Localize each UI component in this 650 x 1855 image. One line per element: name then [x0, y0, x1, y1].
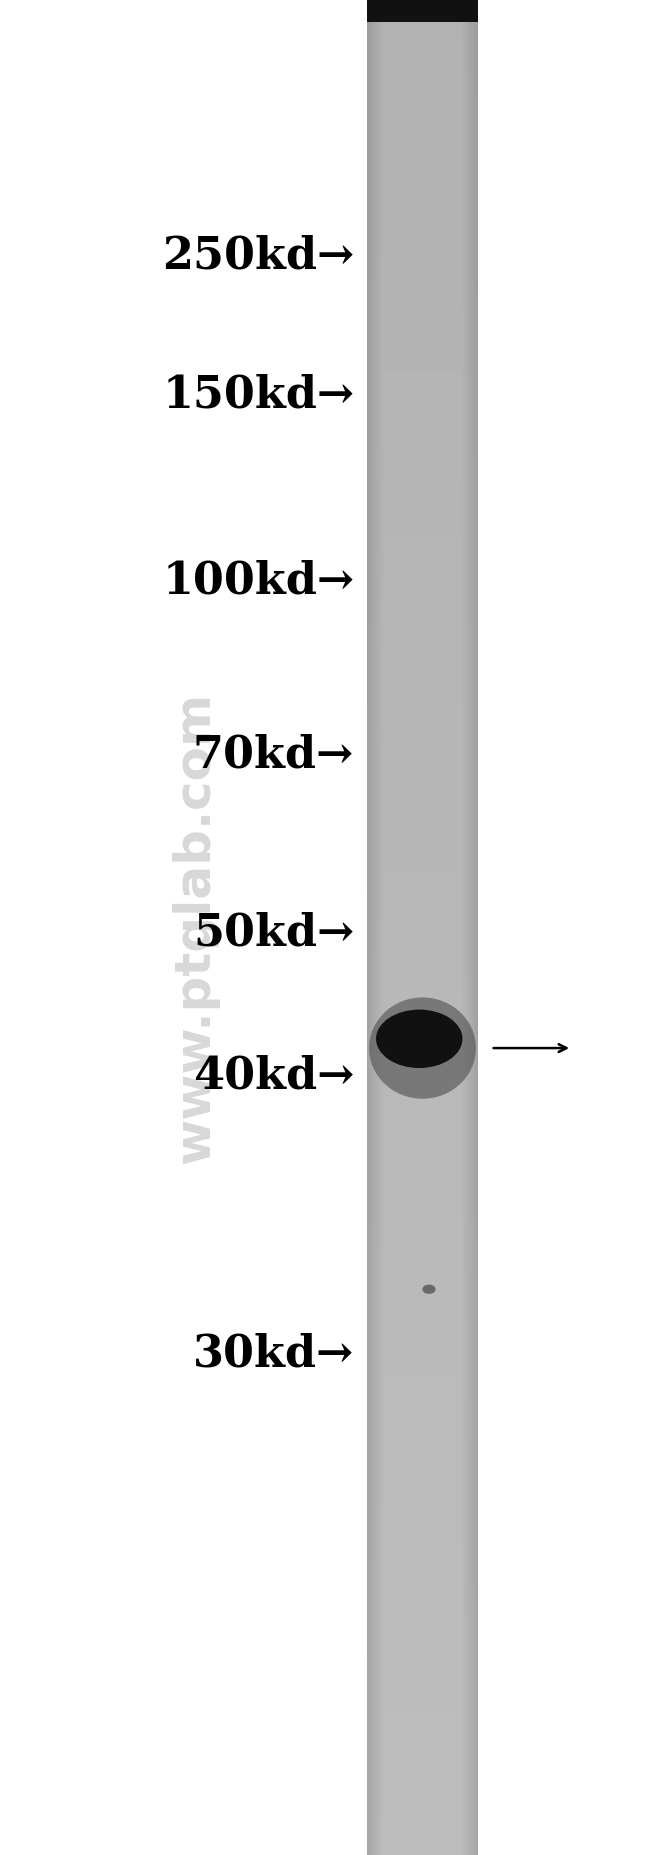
Text: 30kd→: 30kd→ [193, 1332, 354, 1376]
Bar [367, 0, 478, 22]
Text: www.ptglab.com: www.ptglab.com [171, 692, 219, 1163]
Ellipse shape [422, 1284, 436, 1295]
Ellipse shape [376, 1009, 462, 1068]
Text: 50kd→: 50kd→ [193, 911, 354, 955]
Text: 70kd→: 70kd→ [193, 733, 354, 777]
Text: 40kd→: 40kd→ [193, 1054, 354, 1098]
Ellipse shape [369, 998, 476, 1098]
Text: 250kd→: 250kd→ [162, 234, 354, 278]
Text: 100kd→: 100kd→ [162, 558, 354, 603]
Text: 150kd→: 150kd→ [162, 373, 354, 417]
